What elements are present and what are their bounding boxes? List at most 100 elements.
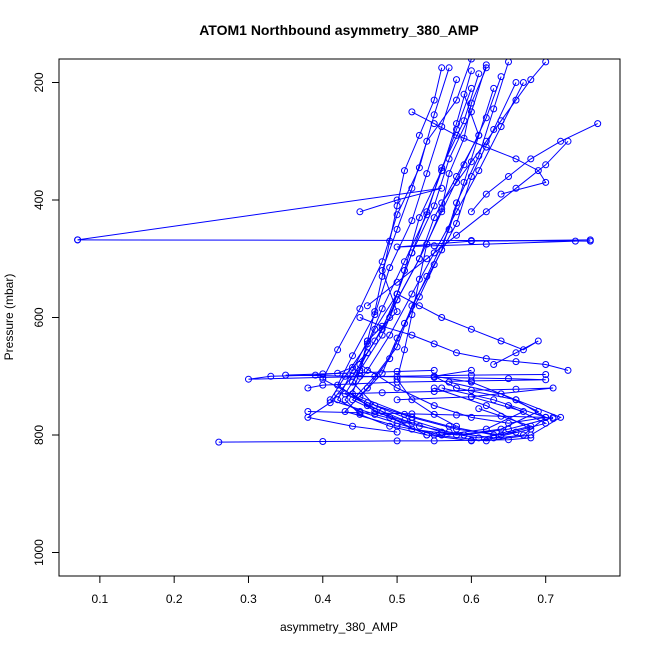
- series-line: [441, 61, 547, 204]
- series-24: [467, 120, 602, 216]
- data-point: [438, 123, 446, 131]
- data-point: [393, 378, 401, 386]
- data-point: [527, 434, 535, 442]
- data-point: [467, 325, 475, 333]
- data-point: [319, 438, 327, 445]
- data-point: [445, 378, 453, 386]
- data-point: [512, 96, 520, 104]
- series-line: [396, 293, 539, 365]
- y-axis-label: Pressure (mbar): [2, 274, 16, 361]
- data-point: [363, 384, 371, 392]
- data-point: [497, 412, 505, 420]
- data-point: [557, 413, 565, 421]
- data-point: [341, 408, 349, 415]
- data-point: [356, 305, 364, 313]
- data-point: [401, 319, 408, 327]
- data-point: [430, 373, 438, 381]
- data-point: [519, 79, 527, 86]
- data-point: [430, 120, 438, 128]
- data-point: [475, 131, 483, 139]
- data-point: [542, 371, 550, 378]
- data-point: [415, 302, 423, 310]
- x-tick-label: 0.1: [92, 592, 109, 606]
- data-point: [467, 59, 475, 63]
- data-point: [74, 236, 82, 244]
- series-line: [218, 437, 531, 443]
- data-point: [445, 170, 453, 178]
- data-point: [371, 408, 379, 415]
- data-point: [557, 137, 565, 145]
- data-point: [467, 84, 475, 92]
- data-point: [356, 369, 364, 377]
- data-point: [430, 202, 438, 210]
- data-point: [215, 438, 223, 446]
- data-point: [423, 208, 431, 216]
- data-point: [393, 196, 401, 204]
- data-point: [378, 389, 386, 397]
- data-point: [497, 190, 505, 198]
- data-point: [408, 108, 416, 116]
- data-point: [408, 249, 416, 257]
- series-20: [215, 434, 535, 446]
- data-point: [415, 214, 423, 222]
- data-point: [467, 237, 475, 245]
- series-layer: [74, 59, 602, 446]
- data-point: [453, 231, 460, 239]
- data-point: [349, 363, 356, 371]
- data-point: [453, 76, 460, 84]
- data-point: [467, 377, 475, 385]
- data-point: [505, 436, 512, 444]
- data-point: [393, 243, 401, 251]
- data-point: [334, 390, 342, 398]
- data-point: [497, 337, 505, 345]
- series-line: [77, 239, 591, 242]
- data-point: [467, 436, 475, 444]
- data-point: [349, 422, 356, 430]
- data-point: [371, 308, 379, 316]
- data-point: [467, 366, 475, 374]
- data-point: [378, 322, 386, 330]
- series-26: [408, 108, 550, 198]
- data-point: [438, 199, 446, 207]
- data-point: [482, 190, 490, 198]
- data-point: [505, 425, 512, 433]
- data-point: [571, 237, 579, 245]
- data-point: [527, 155, 535, 163]
- data-point: [549, 415, 557, 423]
- x-tick-label: 0.7: [537, 592, 554, 606]
- data-point: [490, 105, 498, 113]
- data-point: [363, 366, 371, 374]
- data-point: [512, 358, 520, 366]
- data-point: [460, 178, 468, 186]
- data-point: [475, 70, 483, 78]
- data-point: [482, 437, 490, 445]
- series-line: [359, 61, 533, 436]
- data-point: [542, 376, 550, 384]
- data-point: [408, 217, 416, 225]
- data-point: [430, 340, 438, 348]
- data-point: [475, 167, 483, 175]
- data-point: [467, 99, 475, 107]
- data-point: [467, 413, 475, 421]
- data-point: [319, 370, 327, 378]
- data-point: [341, 396, 349, 404]
- data-point: [482, 355, 490, 363]
- data-point: [393, 437, 401, 445]
- data-point: [245, 375, 252, 383]
- data-point: [445, 64, 453, 72]
- data-point: [393, 368, 401, 375]
- data-point: [542, 161, 550, 169]
- data-point: [430, 242, 438, 250]
- data-point: [512, 385, 520, 393]
- data-point: [467, 393, 475, 401]
- series-21: [304, 408, 557, 423]
- data-point: [512, 155, 520, 163]
- data-point: [334, 346, 342, 354]
- data-point: [445, 422, 453, 430]
- y-axis: 200 400 600 800 1000: [32, 72, 59, 566]
- data-point: [356, 314, 364, 321]
- data-point: [363, 349, 371, 357]
- data-point: [430, 96, 438, 104]
- data-point: [401, 258, 408, 266]
